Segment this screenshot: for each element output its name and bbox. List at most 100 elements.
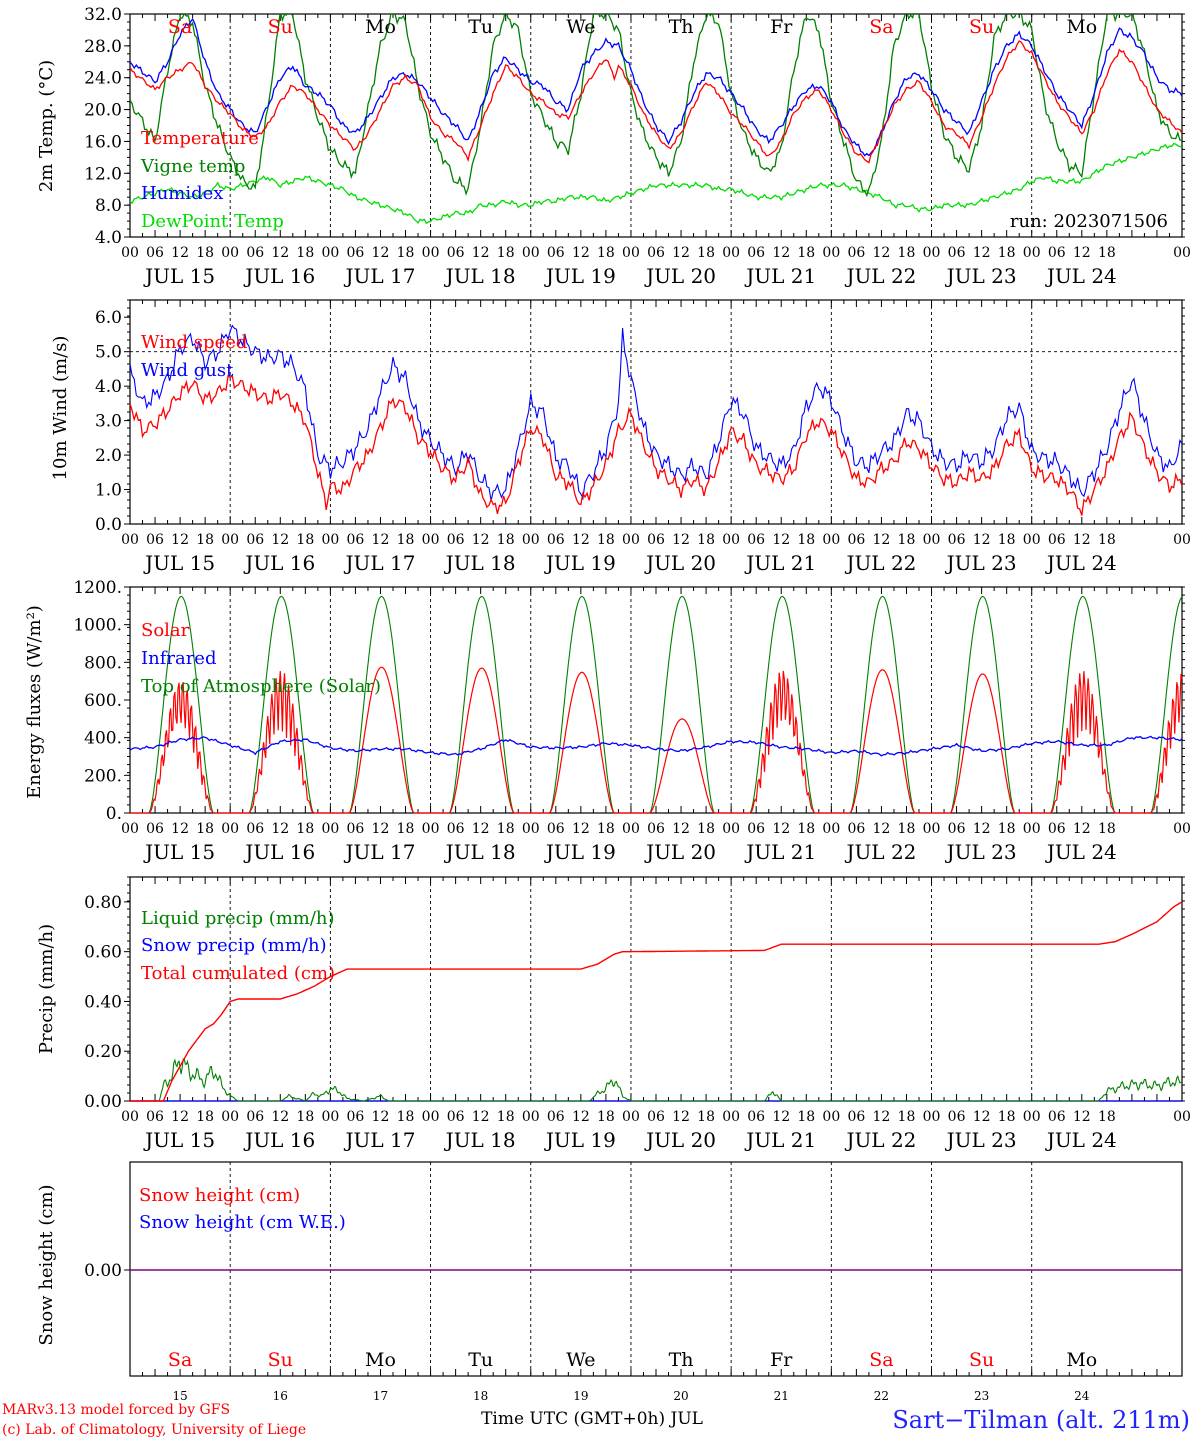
- wind-hour-label: 00: [221, 532, 239, 548]
- wind-y-tick-label: 5.0: [95, 343, 122, 363]
- wind-hour-label: 12: [572, 532, 590, 548]
- wind-y-tick-label: 6.0: [95, 308, 122, 328]
- temperature-hour-label: 00: [522, 245, 540, 261]
- energy-hour-label: 12: [1073, 821, 1091, 837]
- legend-dewpoint-temp: DewPoint Temp: [141, 211, 284, 232]
- precip-date-label: JUL 16: [243, 1128, 315, 1152]
- energy-date-label: JUL 19: [544, 840, 616, 864]
- precip-hour-label: 12: [171, 1109, 189, 1125]
- wind-hour-label: 06: [948, 532, 966, 548]
- precip-hour-label: 18: [998, 1109, 1016, 1125]
- legend-wind-gust: Wind gust: [141, 360, 234, 381]
- liquid-precip-line: [130, 1058, 1183, 1102]
- temperature-hour-label: 06: [347, 245, 365, 261]
- precip-hour-label: 18: [296, 1109, 314, 1125]
- wind-hour-label: 00: [321, 532, 339, 548]
- energy-date-label: JUL 22: [844, 840, 916, 864]
- precip-hour-label: 12: [672, 1109, 690, 1125]
- energy-hour-label: 00: [221, 821, 239, 837]
- precip-hour-label: 12: [772, 1109, 790, 1125]
- temperature-hour-label: 00: [221, 245, 239, 261]
- energy-hour-label: 06: [647, 821, 665, 837]
- weekday-label: Sa: [869, 16, 893, 38]
- wind-hour-label: 12: [873, 532, 891, 548]
- precip-hour-label: 18: [898, 1109, 916, 1125]
- energy-hour-label: 12: [672, 821, 690, 837]
- temperature-date-label: JUL 22: [844, 264, 916, 288]
- energy-date-label: JUL 24: [1045, 840, 1117, 864]
- wind-date-label: JUL 15: [143, 551, 215, 575]
- vigne-temp-line: [130, 14, 1182, 198]
- precip-hour-label: 06: [547, 1109, 565, 1125]
- wind-date-label: JUL 22: [844, 551, 916, 575]
- temperature-date-label: JUL 19: [544, 264, 616, 288]
- temperature-hour-label: 06: [647, 245, 665, 261]
- precip-date-label: JUL 15: [143, 1128, 215, 1152]
- energy-hour-label: 00: [1173, 821, 1191, 837]
- temperature-hour-label: 00: [622, 245, 640, 261]
- precip-hour-label: 00: [221, 1109, 239, 1125]
- wind-hour-label: 12: [271, 532, 289, 548]
- wind-hour-label: 12: [1073, 532, 1091, 548]
- temperature-hour-label: 12: [772, 245, 790, 261]
- temperature-hour-label: 00: [321, 245, 339, 261]
- energy-hour-label: 12: [973, 821, 991, 837]
- temperature-axes: 4.0 8.0 12.0 16.0 20.0 24.0 28.0 32.0 00 06 12 18 JU…: [84, 5, 1191, 288]
- temperature-hour-label: 06: [547, 245, 565, 261]
- legend-humidex: Humidex: [141, 183, 223, 204]
- precip-date-label: JUL 17: [343, 1128, 415, 1152]
- weekday-label: We: [566, 16, 595, 38]
- temperature-line: [130, 40, 1182, 164]
- energy-y-tick-label: 1000.: [73, 616, 122, 636]
- temperature-date-label: JUL 15: [143, 264, 215, 288]
- precip-hour-label: 00: [622, 1109, 640, 1125]
- precip-hour-label: 00: [923, 1109, 941, 1125]
- day-number-label: 19: [573, 1389, 588, 1403]
- precip-hour-label: 00: [522, 1109, 540, 1125]
- precip-y-tick-label: 0.40: [84, 992, 122, 1012]
- wind-hour-label: 12: [973, 532, 991, 548]
- temperature-date-label: JUL 23: [945, 264, 1017, 288]
- snow-frame: [129, 1161, 1183, 1377]
- weekday-label: Sa: [168, 1349, 192, 1371]
- energy-hour-label: 06: [246, 821, 264, 837]
- wind-series-layer: [129, 324, 1183, 516]
- temperature-date-label: JUL 18: [444, 264, 516, 288]
- temperature-hour-label: 06: [246, 245, 264, 261]
- energy-y-axis-label: Energy fluxes (W/m²): [24, 605, 45, 799]
- temperature-y-tick-label: 12.0: [84, 164, 122, 184]
- precip-hour-label: 18: [1098, 1109, 1116, 1125]
- precip-hour-label: 06: [1048, 1109, 1066, 1125]
- energy-hour-label: 18: [697, 821, 715, 837]
- wind-y-tick-label: 4.0: [95, 377, 122, 397]
- precip-date-label: JUL 20: [644, 1128, 716, 1152]
- wind-y-tick-label: 3.0: [95, 412, 122, 432]
- day-number-label: 20: [673, 1389, 688, 1403]
- temperature-hour-label: 18: [998, 245, 1016, 261]
- temperature-hour-label: 00: [722, 245, 740, 261]
- wind-hour-label: 00: [722, 532, 740, 548]
- day-number-label: 21: [774, 1389, 789, 1403]
- credit-line-model: MARv3.13 model forced by GFS: [2, 1402, 230, 1418]
- wind-hour-label: 12: [372, 532, 390, 548]
- energy-hour-label: 18: [797, 821, 815, 837]
- energy-hour-label: 18: [497, 821, 515, 837]
- temperature-hour-label: 12: [572, 245, 590, 261]
- energy-hour-label: 12: [271, 821, 289, 837]
- solar-line: [130, 666, 1183, 814]
- temperature-hour-label: 18: [697, 245, 715, 261]
- precip-y-tick-label: 0.20: [84, 1042, 122, 1062]
- weekday-label: Tu: [468, 1349, 493, 1371]
- day-number-label: 23: [974, 1389, 989, 1403]
- energy-hour-label: 06: [1048, 821, 1066, 837]
- temperature-y-tick-label: 24.0: [84, 69, 122, 89]
- humidex-line: [130, 17, 1182, 157]
- weekday-label: Fr: [770, 1349, 793, 1371]
- precip-hour-label: 18: [697, 1109, 715, 1125]
- energy-y-tick-label: 0.: [106, 804, 122, 824]
- temperature-hour-label: 00: [422, 245, 440, 261]
- energy-hour-label: 06: [747, 821, 765, 837]
- precip-hour-label: 12: [973, 1109, 991, 1125]
